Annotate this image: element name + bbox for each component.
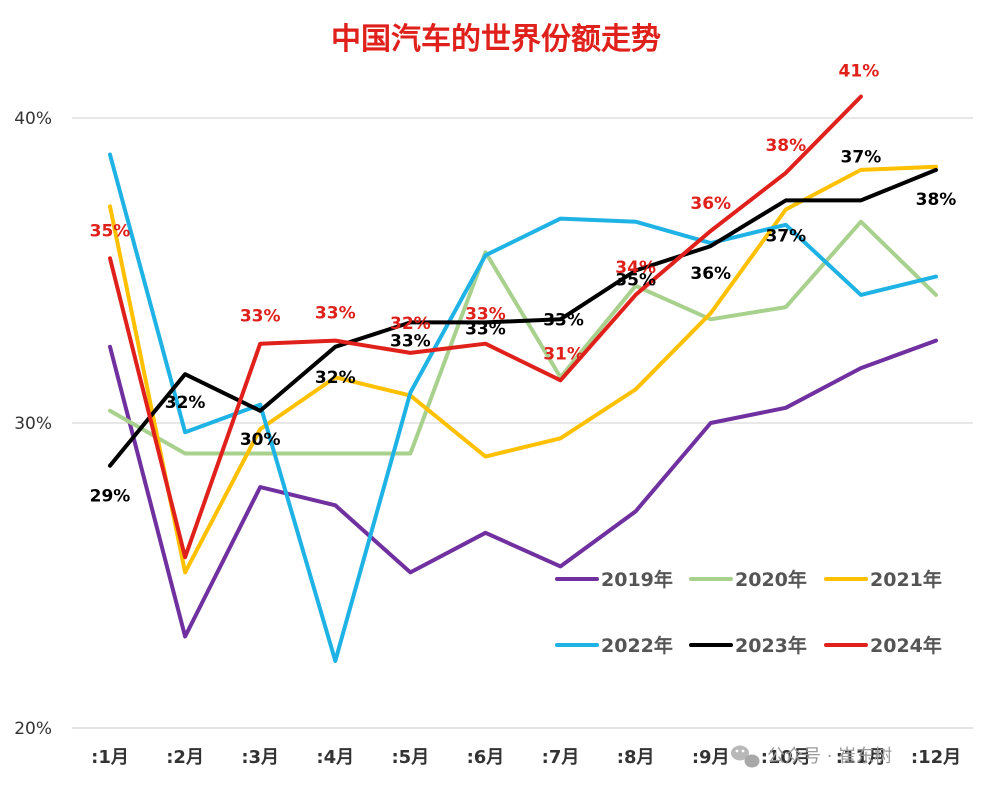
watermark-text: 公众号 · 崔东树 bbox=[767, 746, 892, 767]
data-label: 33% bbox=[390, 331, 431, 351]
data-label: 37% bbox=[841, 147, 882, 167]
chart-title: 中国汽车的世界份额走势 bbox=[331, 22, 661, 57]
x-tick-label: :6月 bbox=[467, 747, 505, 768]
data-label: 32% bbox=[315, 368, 356, 388]
x-tick-label: :3月 bbox=[241, 747, 279, 768]
series-line-2024年 bbox=[108, 94, 863, 560]
legend-item: 2024年 bbox=[824, 634, 942, 657]
grid-lines bbox=[72, 117, 973, 729]
x-tick-label: :7月 bbox=[542, 747, 580, 768]
legend-label: 2023年 bbox=[735, 634, 807, 657]
x-tick-label: :9月 bbox=[692, 747, 730, 768]
x-tick-label: :11月 bbox=[836, 747, 886, 768]
series-line-2022年 bbox=[108, 152, 938, 663]
legend-label: 2022年 bbox=[601, 634, 673, 657]
data-label: 32% bbox=[390, 314, 431, 334]
legend-item: 2021年 bbox=[824, 568, 942, 591]
series-line-2021年 bbox=[108, 164, 938, 575]
y-tick-label: 40% bbox=[14, 109, 52, 129]
legend-item: 2022年 bbox=[555, 634, 673, 657]
x-tick-label: :8月 bbox=[617, 747, 655, 768]
x-tick-label: :10月 bbox=[761, 747, 811, 768]
x-tick-label: :5月 bbox=[391, 747, 429, 768]
x-tick-label: :4月 bbox=[316, 747, 354, 768]
data-label: 33% bbox=[315, 304, 356, 324]
data-label: 38% bbox=[916, 190, 957, 210]
y-tick-label: 30% bbox=[14, 414, 52, 434]
data-label: 35% bbox=[615, 271, 656, 291]
legend-label: 2021年 bbox=[870, 568, 942, 591]
legend-label: 2020年 bbox=[735, 568, 807, 591]
data-label: 41% bbox=[839, 62, 880, 82]
data-label: 31% bbox=[543, 344, 584, 364]
data-label: 36% bbox=[690, 264, 731, 284]
data-label: 33% bbox=[240, 307, 281, 327]
data-label: 33% bbox=[543, 310, 584, 330]
series-line-2019年 bbox=[108, 338, 938, 639]
y-tick-label: 20% bbox=[14, 719, 52, 739]
series-lines bbox=[108, 94, 938, 663]
x-tick-label: :2月 bbox=[166, 747, 204, 768]
series-line-2023年 bbox=[108, 167, 938, 468]
watermark: 公众号 · 崔东树 bbox=[731, 745, 892, 768]
data-label: 37% bbox=[765, 226, 806, 246]
legend-item: 2019年 bbox=[555, 568, 673, 591]
legend: 2019年 2020年 2021年 2022年 2023年 2024年 bbox=[555, 568, 942, 657]
legend-item: 2020年 bbox=[689, 568, 807, 591]
y-axis-ticks: 20% 30% 40% bbox=[14, 109, 52, 739]
data-label: 35% bbox=[90, 221, 131, 241]
data-label: 32% bbox=[165, 393, 206, 413]
legend-label: 2024年 bbox=[870, 634, 942, 657]
data-label: 30% bbox=[240, 430, 281, 450]
data-label: 38% bbox=[765, 136, 806, 156]
data-label: 33% bbox=[465, 305, 506, 325]
data-label: 29% bbox=[90, 487, 131, 507]
x-tick-label: :1月 bbox=[91, 747, 129, 768]
x-axis-ticks: :1月 :2月 :3月 :4月 :5月 :6月 :7月 :8月 :9月 :10月 :11月 :12月 bbox=[91, 747, 961, 768]
legend-label: 2019年 bbox=[601, 568, 673, 591]
legend-item: 2023年 bbox=[689, 634, 807, 657]
data-label: 33% bbox=[465, 319, 506, 339]
data-label: 34% bbox=[615, 258, 656, 278]
data-label: 36% bbox=[690, 194, 731, 214]
x-tick-label: :12月 bbox=[911, 747, 961, 768]
data-labels: 35%33% 33%32% 33%31%34%36%38%41%29%32%30%3… bbox=[90, 62, 957, 507]
wechat-icon bbox=[731, 745, 760, 768]
